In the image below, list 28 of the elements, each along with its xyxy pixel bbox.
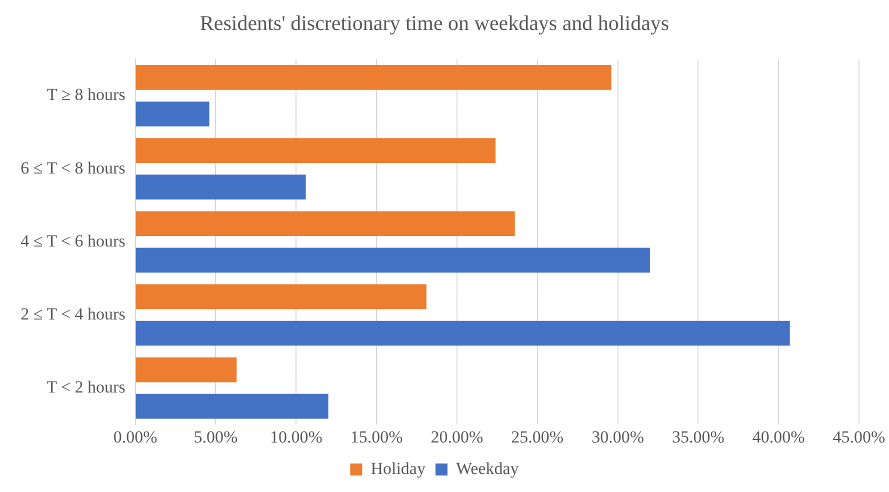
x-tick-label: 10.00% bbox=[270, 427, 322, 446]
y-tick-label: 2 ≤ T < 4 hours bbox=[20, 304, 126, 324]
bar bbox=[136, 357, 237, 382]
bar bbox=[136, 248, 650, 273]
x-tick-label: 5.00% bbox=[194, 427, 238, 446]
x-tick-label: 35.00% bbox=[672, 427, 724, 446]
x-tick-label: 45.00% bbox=[832, 427, 886, 446]
x-tick-label: 40.00% bbox=[752, 427, 805, 446]
bar bbox=[136, 394, 328, 419]
x-tick-label: 30.00% bbox=[592, 427, 644, 446]
bar bbox=[136, 102, 210, 126]
x-tick-label: 15.00% bbox=[350, 427, 403, 446]
bar bbox=[136, 211, 515, 236]
bar bbox=[136, 65, 612, 90]
x-tick-label: 25.00% bbox=[511, 427, 564, 446]
y-tick-label: T < 2 hours bbox=[46, 378, 126, 397]
y-tick-label: 6 ≤ T < 8 hours bbox=[20, 158, 126, 178]
bar bbox=[136, 284, 426, 310]
y-tick-label: T ≥ 8 hours bbox=[46, 85, 126, 104]
bar bbox=[136, 174, 306, 200]
y-tick-label: 4 ≤ T < 6 hours bbox=[20, 231, 126, 250]
x-tick-label: 0.00% bbox=[113, 427, 158, 446]
bar bbox=[136, 138, 496, 163]
legend-label: Weekday bbox=[456, 458, 520, 478]
legend-label: Holiday bbox=[370, 458, 426, 478]
chart-title: Residents' discretionary time on weekdays and holidays bbox=[200, 11, 670, 36]
x-tick-label: 20.00% bbox=[430, 427, 484, 446]
bar bbox=[136, 320, 790, 346]
